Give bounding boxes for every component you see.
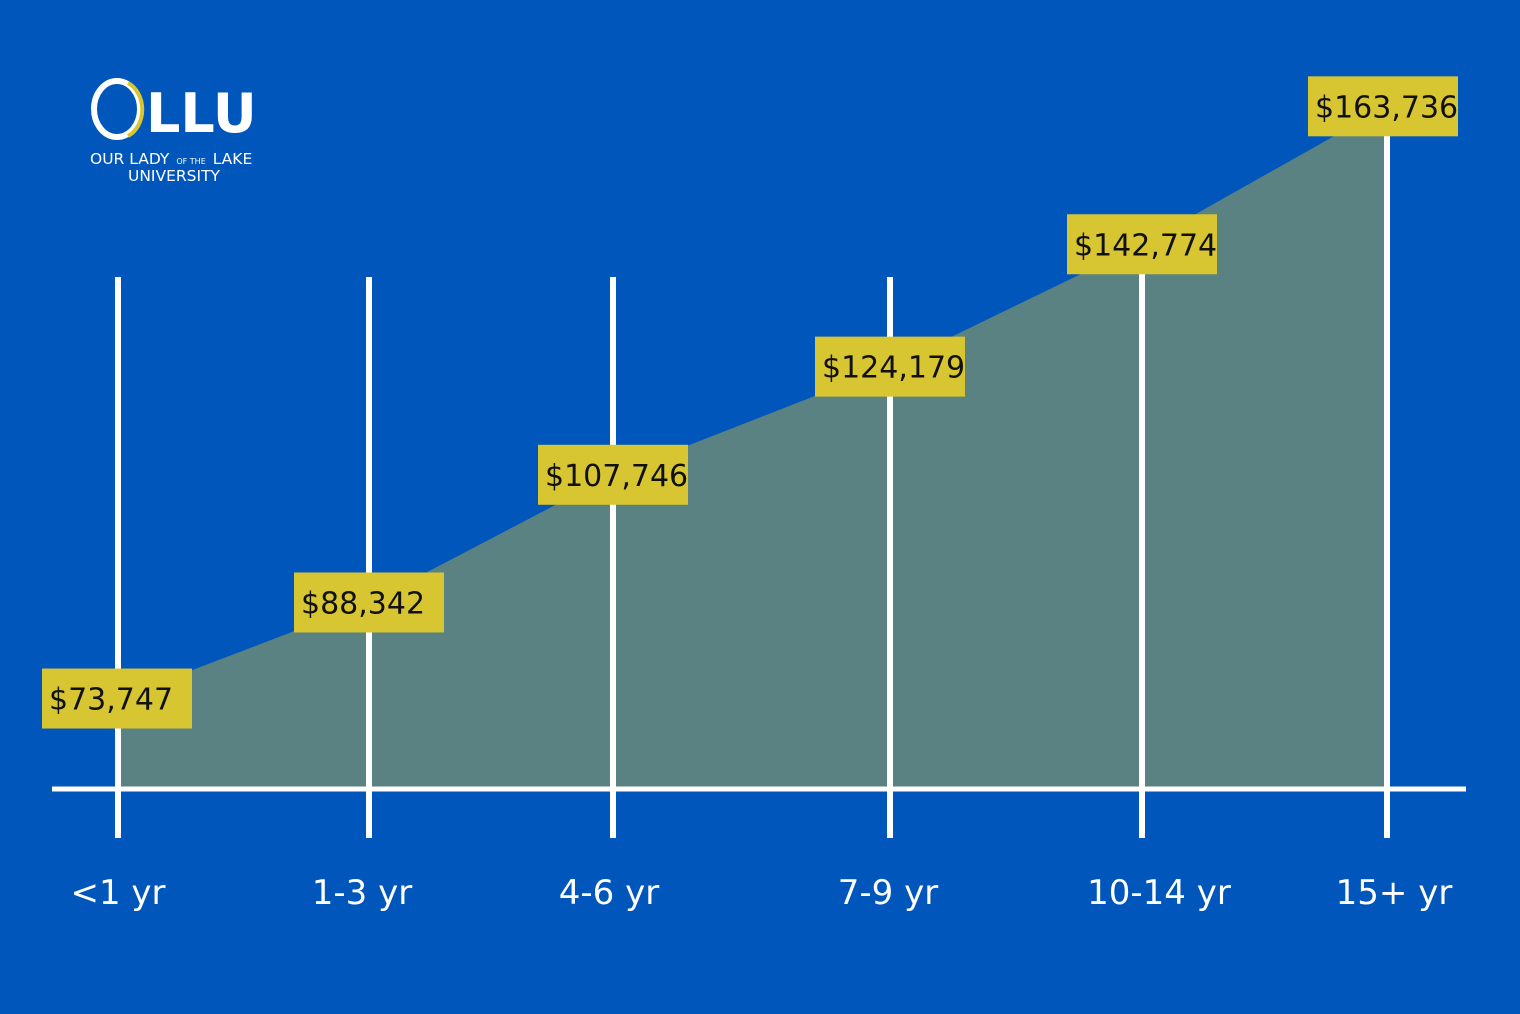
logo-line1-b: OF THE	[176, 157, 205, 166]
x-tick-label-5: 15+ yr	[1336, 873, 1453, 913]
data-label-text-5: $163,736	[1315, 90, 1458, 125]
logo-o-emblem	[91, 78, 145, 140]
logo-line2: UNIVERSITY	[128, 167, 221, 185]
data-label-1: $88,342	[294, 572, 444, 633]
data-label-box-5	[1308, 76, 1458, 137]
x-tick-label-3: 7-9 yr	[838, 873, 938, 913]
data-label-box-1	[294, 572, 444, 633]
x-tick-label-4: 10-14 yr	[1087, 873, 1231, 913]
data-label-3: $124,179	[815, 336, 965, 397]
data-labels: $73,747 $88,342 $107,746 $124,179 $142,774 $1…	[42, 76, 1458, 729]
logo-line1: OUR LADY OF THE LAKE	[90, 150, 252, 168]
x-tick-label-2: 4-6 yr	[559, 873, 659, 913]
data-label-text-2: $107,746	[545, 459, 688, 494]
x-tick-labels: <1 yr 1-3 yr 4-6 yr 7-9 yr 10-14 yr 15+ yr	[70, 873, 1452, 913]
logo-letters: LLU	[146, 82, 257, 145]
data-label-text-3: $124,179	[822, 351, 965, 386]
data-label-box-0	[42, 668, 192, 729]
data-label-5: $163,736	[1308, 76, 1458, 137]
x-tick-label-0: <1 yr	[70, 873, 165, 913]
ollu-logo: LLU OUR LADY OF THE LAKE UNIVERSITY	[90, 78, 257, 185]
data-label-0: $73,747	[42, 668, 192, 729]
data-label-box-4	[1067, 214, 1217, 275]
gridlines	[115, 106, 1390, 838]
data-label-text-4: $142,774	[1074, 228, 1217, 263]
data-label-text-0: $73,747	[49, 683, 173, 718]
logo-line1-c: LAKE	[213, 150, 253, 168]
data-label-text-1: $88,342	[301, 586, 425, 621]
data-label-2: $107,746	[538, 444, 688, 505]
data-label-box-2	[538, 444, 688, 505]
x-tick-label-1: 1-3 yr	[312, 873, 412, 913]
logo-line1-a: OUR LADY	[90, 150, 170, 168]
data-label-box-3	[815, 336, 965, 397]
data-label-4: $142,774	[1067, 214, 1217, 275]
